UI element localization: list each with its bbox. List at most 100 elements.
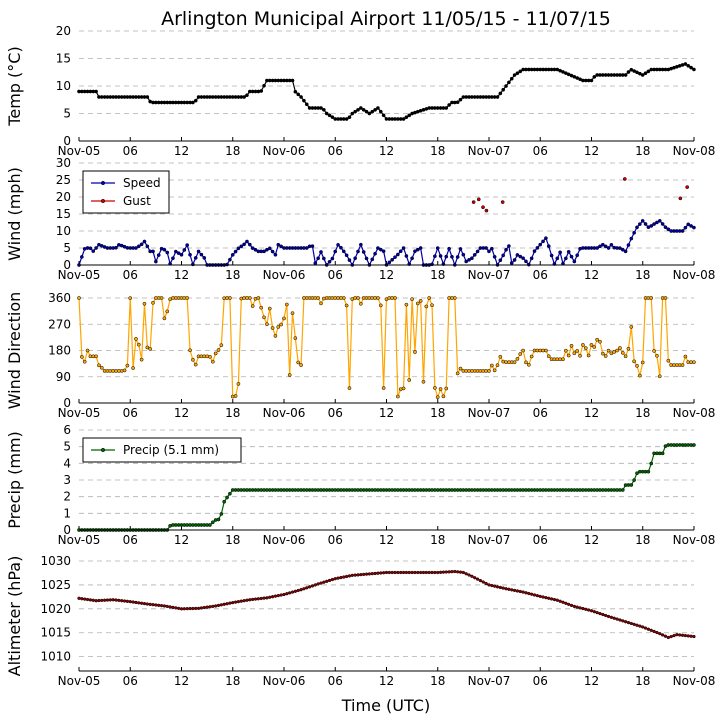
temp-series-temp-point <box>444 106 449 110</box>
wind_direction-series-wind-direction-point <box>128 296 133 300</box>
wind-series-speed-point <box>518 254 523 259</box>
wind-series-speed-point <box>370 257 375 262</box>
altimeter-series-altimeter-point <box>615 617 619 621</box>
wind-xtick-label: 18 <box>430 268 445 282</box>
wind_direction-series-wind-direction-point <box>657 374 662 379</box>
wind_direction-series-wind-direction-point <box>85 348 90 353</box>
temp-series-temp-point <box>367 111 372 116</box>
precip-xtick-label: 12 <box>584 533 599 547</box>
wind_direction-series-wind-direction-point <box>341 296 346 300</box>
altimeter-series-altimeter-point <box>404 570 409 575</box>
panel-wind_direction: 0 90 180 270 360 Nov-05 06 12 18 Nov-06 06 12 18 Nov-… <box>5 291 715 420</box>
altimeter-series-altimeter-point <box>609 615 614 619</box>
altimeter-series-altimeter-point <box>319 581 323 585</box>
wind-series-speed-point <box>458 247 463 251</box>
altimeter-series-altimeter-point <box>467 573 471 577</box>
wind-series-speed-point <box>509 261 514 265</box>
wind-series-speed-point <box>629 236 634 241</box>
wind-series-speed-point <box>267 246 272 251</box>
wind-series-speed-point <box>541 239 545 244</box>
wind_direction-series-wind-direction-point <box>546 354 551 359</box>
altimeter-series-altimeter-point <box>325 579 329 583</box>
temp-ytick-label: 0 <box>63 134 71 148</box>
altimeter-series-altimeter-point <box>458 570 463 574</box>
altimeter-series-altimeter-point <box>578 606 582 610</box>
altimeter-series-altimeter-point <box>461 570 465 575</box>
wind-series-speed-point <box>378 247 383 252</box>
wind_direction-series-wind-direction-point <box>139 357 144 362</box>
wind_direction-series-wind-direction-point <box>193 362 198 367</box>
wind_direction-series-wind-direction-point <box>299 363 303 367</box>
wind_direction-series-wind-direction-point <box>191 357 195 362</box>
wind-series-speed-point <box>242 242 246 247</box>
altimeter-series-altimeter-point <box>475 577 480 581</box>
wind-xtick-label: 18 <box>225 268 240 282</box>
wind-series-speed-point <box>327 259 332 264</box>
altimeter-series-altimeter-point <box>270 595 275 599</box>
temp-xtick-label: Nov-06 <box>263 144 306 158</box>
altimeter-series-altimeter-point <box>447 570 451 574</box>
wind_direction-series-wind-direction-point <box>498 354 503 359</box>
altimeter-series-altimeter-point <box>120 599 124 603</box>
altimeter-series-altimeter-point <box>689 634 693 638</box>
wind-series-speed-point <box>310 244 315 249</box>
altimeter-series-altimeter-point <box>663 634 668 638</box>
wind-series-speed-point <box>635 225 639 230</box>
wind_direction-series-wind-direction-point <box>575 349 580 353</box>
wind-series-speed-point <box>330 256 335 261</box>
wind_direction-series-wind-direction-point <box>683 354 688 359</box>
wind_direction-ytick-label: 360 <box>48 291 71 305</box>
wind-series-speed-point <box>387 260 392 265</box>
altimeter-series-altimeter-point <box>154 603 158 607</box>
altimeter-series-altimeter-point <box>105 598 110 602</box>
precip-series-precip-5-1-mm-point <box>646 469 651 474</box>
wind_direction-series-wind-direction-point <box>282 316 286 321</box>
wind_direction-xtick-label: Nov-06 <box>263 406 306 420</box>
altimeter-series-altimeter-point <box>558 599 562 603</box>
wind_direction-series-wind-direction-point <box>649 296 654 300</box>
wind_direction-series-wind-direction-point <box>515 356 520 361</box>
temp-ytick-label: 20 <box>56 24 71 38</box>
altimeter-series-altimeter-point <box>330 577 335 582</box>
temp-series-temp-point <box>447 103 451 107</box>
wind-series-speed-point <box>450 254 454 259</box>
temp-series-temp-point <box>330 115 335 120</box>
temp-series-temp-point <box>518 69 523 74</box>
temp-series-temp-point <box>350 111 355 116</box>
altimeter-series-altimeter-point <box>575 605 579 609</box>
altimeter-xtick-label: Nov-05 <box>58 674 101 688</box>
wind-series-speed-point <box>472 253 477 257</box>
altimeter-series-altimeter-point <box>165 604 169 609</box>
altimeter-series-altimeter-point <box>288 591 292 595</box>
altimeter-series-altimeter-point <box>401 570 406 575</box>
altimeter-series-altimeter <box>77 569 696 640</box>
wind_direction-series-wind-direction-point <box>638 373 642 378</box>
altimeter-series-altimeter-point <box>296 588 300 593</box>
wind-series-speed-point <box>250 246 255 250</box>
wind_direction-xtick-label: 18 <box>225 406 240 420</box>
wind-series-speed-point <box>512 258 517 262</box>
wind-series-gust-point <box>471 200 476 204</box>
altimeter-xtick-label: 12 <box>584 674 599 688</box>
wind-legend-box <box>82 170 170 214</box>
precip-series-precip-5-1-mm-point <box>210 520 215 525</box>
altimeter-xtick-label: Nov-07 <box>468 674 511 688</box>
wind_direction-series-wind-direction-point <box>680 363 685 367</box>
altimeter-xtick-label: 06 <box>533 674 548 688</box>
wind_direction-series-wind-direction-point <box>233 394 238 398</box>
wind_direction-series-wind-direction-point <box>148 347 153 351</box>
altimeter-series-altimeter-point <box>638 624 642 628</box>
altimeter-series-altimeter-point <box>592 610 596 614</box>
wind_direction-series-wind-direction-point <box>441 394 446 399</box>
panel-wind: 0 5 10 15 20 25 30 Nov-05 06 12 18 Nov-06 06 12 18 Nov-… <box>5 156 715 282</box>
wind_direction-series-wind-direction-point <box>250 304 255 308</box>
altimeter-xtick-label: 06 <box>328 674 343 688</box>
temp-series-temp-point <box>364 109 369 114</box>
altimeter-series-altimeter-point <box>228 601 232 605</box>
altimeter-series-altimeter-point <box>102 598 107 602</box>
temp-series-temp-point <box>370 109 375 114</box>
altimeter-series-altimeter-point <box>683 633 688 638</box>
altimeter-series-altimeter-point <box>381 571 386 575</box>
wind-series-speed-point <box>470 256 474 261</box>
temp-series-temp-point <box>381 113 386 118</box>
